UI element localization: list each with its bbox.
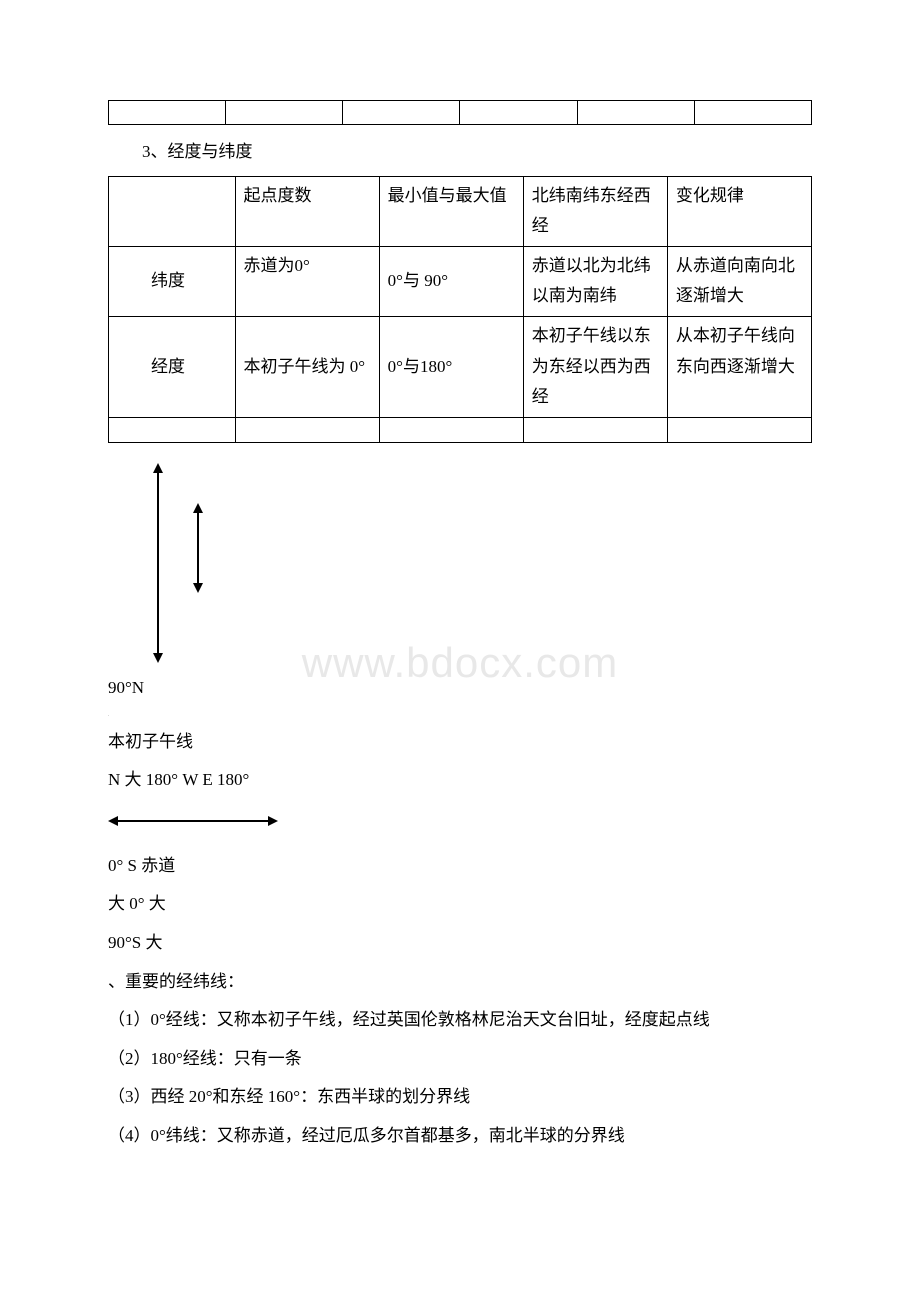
header-nsew: 北纬南纬东经西经 xyxy=(523,176,667,246)
empty-cell xyxy=(379,417,523,442)
double-arrow-vertical-small-icon xyxy=(188,503,208,593)
double-arrow-horizontal-icon xyxy=(108,811,278,831)
row-longitude-start: 本初子午线为 0° xyxy=(235,316,379,417)
horizontal-arrow-diagram xyxy=(108,811,278,841)
header-start: 起点度数 xyxy=(235,176,379,246)
diagram-label-line2: N 大 180° W E 180° xyxy=(108,765,812,796)
vertical-arrows-diagram xyxy=(148,463,248,663)
important-item3: （3）西经 20°和东经 160°：东西半球的划分界线 xyxy=(108,1082,812,1113)
diagram-label-line4: 大 0° 大 xyxy=(108,889,812,920)
row-latitude-label: 纬度 xyxy=(109,246,236,316)
important-title: 、重要的经纬线： xyxy=(108,967,812,998)
diagram-label-line3: 0° S 赤道 xyxy=(108,851,812,882)
empty-cell xyxy=(523,417,667,442)
row-latitude-minmax: 0°与 90° xyxy=(379,246,523,316)
row-latitude-start: 赤道为0° xyxy=(235,246,379,316)
header-minmax: 最小值与最大值 xyxy=(379,176,523,246)
diagram-label-90n: 90°N xyxy=(108,673,812,704)
empty-cell xyxy=(109,101,226,125)
empty-cell xyxy=(694,101,811,125)
empty-cell xyxy=(577,101,694,125)
empty-cell xyxy=(343,101,460,125)
row-longitude-minmax: 0°与180° xyxy=(379,316,523,417)
double-arrow-vertical-icon xyxy=(148,463,168,663)
diagram-label-meridian: 本初子午线 xyxy=(108,727,812,758)
empty-cell xyxy=(109,417,236,442)
row-latitude-nsew: 赤道以北为北纬以南为南纬 xyxy=(523,246,667,316)
empty-cell xyxy=(226,101,343,125)
row-longitude-nsew: 本初子午线以东为东经以西为西经 xyxy=(523,316,667,417)
empty-table xyxy=(108,100,812,125)
header-rule: 变化规律 xyxy=(667,176,811,246)
dot: . xyxy=(108,711,812,718)
row-longitude-rule: 从本初子午线向东向西逐渐增大 xyxy=(667,316,811,417)
row-longitude-label: 经度 xyxy=(109,316,236,417)
section-title: 3、经度与纬度 xyxy=(108,137,812,168)
important-item2: （2）180°经线：只有一条 xyxy=(108,1044,812,1075)
document-content: 3、经度与纬度 起点度数 最小值与最大值 北纬南纬东经西经 变化规律 纬度 赤道… xyxy=(108,100,812,1151)
important-item4: （4）0°纬线：又称赤道，经过厄瓜多尔首都基多，南北半球的分界线 xyxy=(108,1121,812,1152)
important-item1: （1）0°经线：又称本初子午线，经过英国伦敦格林尼治天文台旧址，经度起点线 xyxy=(108,1005,812,1036)
diagram-label-line5: 90°S 大 xyxy=(108,928,812,959)
empty-cell xyxy=(460,101,577,125)
empty-cell xyxy=(667,417,811,442)
empty-cell xyxy=(235,417,379,442)
row-latitude-rule: 从赤道向南向北逐渐增大 xyxy=(667,246,811,316)
longitude-latitude-table: 起点度数 最小值与最大值 北纬南纬东经西经 变化规律 纬度 赤道为0° 0°与 … xyxy=(108,176,812,443)
header-blank xyxy=(109,176,236,246)
